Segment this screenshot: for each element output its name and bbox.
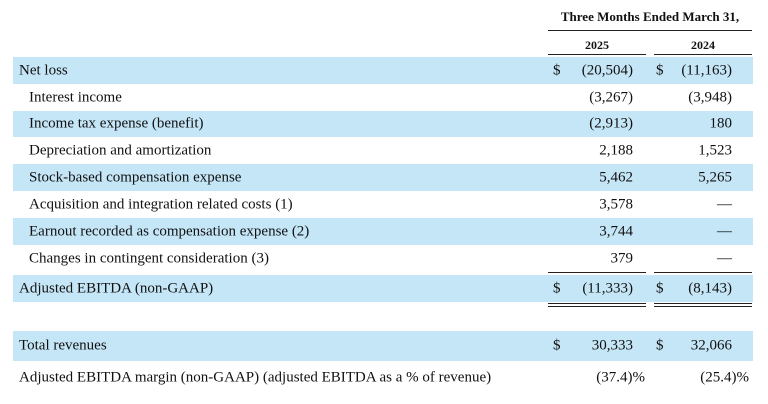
row-label: Stock-based compensation expense (29, 169, 242, 185)
row-label: Earnout recorded as compensation expense… (29, 223, 310, 239)
year-2025-header: 2025 (585, 38, 609, 52)
currency-symbol: $ (553, 280, 561, 296)
currency-symbol: $ (553, 62, 561, 78)
table-row: Interest income (3,267) (3,948) (13, 84, 753, 111)
total-double-rule-b (654, 306, 752, 307)
value-2024: 5,265 (698, 169, 732, 185)
total-double-rule-a (548, 303, 646, 304)
table-row: Net loss $ (20,504) $ (11,163) (13, 57, 753, 84)
row-label: Interest income (29, 89, 122, 105)
row-label: Income tax expense (benefit) (29, 115, 204, 132)
year-rule-a (548, 54, 646, 55)
value-2025: 5,462 (599, 169, 633, 185)
value-2025: (20,504) (581, 62, 633, 78)
table-row: Earnout recorded as compensation expense… (13, 218, 753, 245)
total-double-rule-a (548, 306, 646, 307)
row-label: Adjusted EBITDA (non-GAAP) (19, 280, 214, 296)
value-2025: 3,578 (599, 196, 633, 212)
currency-symbol: $ (656, 280, 664, 296)
table-row: Changes in contingent consideration (3) … (13, 245, 753, 272)
value-2024: 180 (709, 115, 733, 132)
value-2024: (3,948) (688, 89, 732, 105)
year-rule-b (654, 54, 752, 55)
table-row: Stock-based compensation expense 5,462 5… (13, 164, 753, 191)
value-2024: — (717, 196, 732, 212)
value-2025: 379 (610, 250, 634, 266)
table-row: Income tax expense (benefit) (2,913) 180 (13, 111, 753, 137)
value-2025: (37.4)% (596, 369, 645, 386)
value-2025: (11,333) (582, 280, 633, 296)
value-2024: (8,143) (688, 280, 732, 296)
period-header: Three Months Ended March 31, (560, 9, 740, 24)
value-2024: (11,163) (681, 62, 732, 78)
currency-symbol: $ (656, 337, 664, 354)
currency-symbol: $ (656, 62, 664, 78)
table-row: Adjusted EBITDA (non-GAAP) $ (11,333) $ … (13, 275, 753, 302)
row-label: Net loss (19, 62, 68, 78)
value-2025: 2,188 (599, 142, 633, 158)
row-label: Adjusted EBITDA margin (non-GAAP) (adjus… (19, 369, 492, 386)
value-2025: (3,267) (589, 89, 633, 105)
value-2024: — (717, 250, 732, 266)
table-row: Depreciation and amortization 2,188 1,52… (13, 137, 753, 164)
period-rule (548, 30, 752, 31)
value-2025: 30,333 (591, 337, 633, 354)
table-row: Acquisition and integration related cost… (13, 191, 753, 218)
value-2024: 32,066 (690, 337, 732, 354)
table-row: Adjusted EBITDA margin (non-GAAP) (adjus… (13, 363, 753, 393)
row-label: Depreciation and amortization (29, 142, 212, 158)
value-2025: (2,913) (589, 115, 633, 132)
value-2024: (25.4)% (700, 369, 749, 386)
subtotal-rule-b (654, 272, 752, 273)
year-2024-header: 2024 (691, 38, 715, 52)
total-double-rule-b (654, 303, 752, 304)
value-2024: — (717, 223, 732, 239)
row-label: Acquisition and integration related cost… (29, 196, 293, 212)
value-2024: 1,523 (698, 142, 732, 158)
value-2025: 3,744 (599, 223, 633, 239)
table-row: Total revenues $ 30,333 $ 32,066 (13, 331, 753, 361)
currency-symbol: $ (553, 337, 561, 354)
row-label: Total revenues (19, 337, 107, 354)
subtotal-rule-a (548, 272, 646, 273)
row-label: Changes in contingent consideration (3) (29, 250, 269, 266)
